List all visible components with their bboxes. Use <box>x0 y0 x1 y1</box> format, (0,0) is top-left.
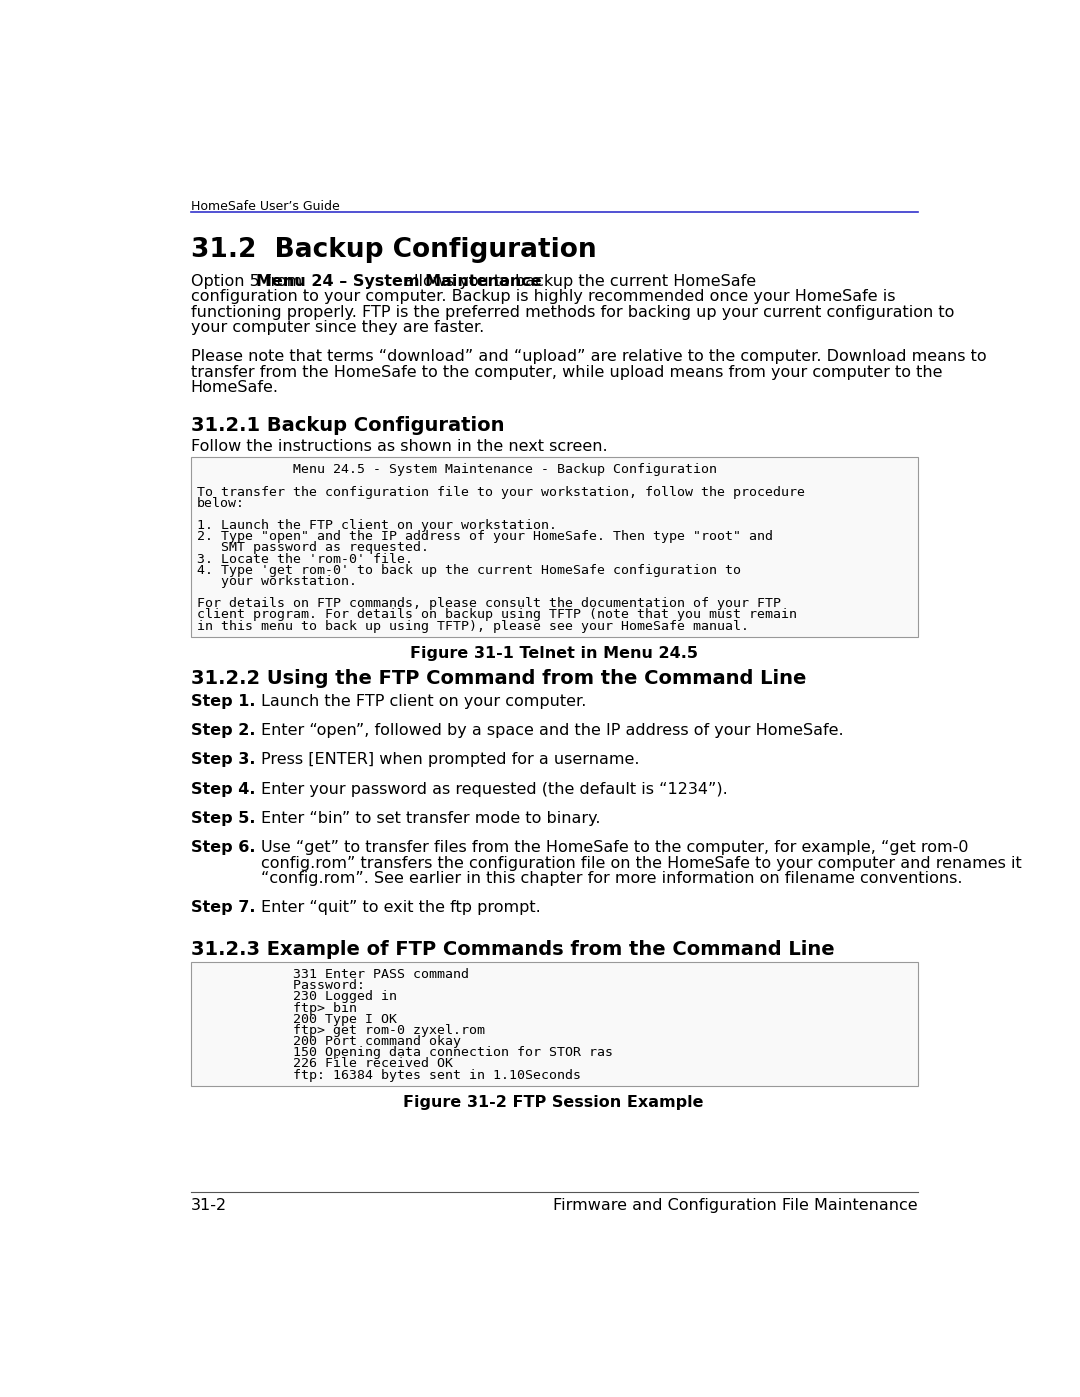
Text: For details on FTP commands, please consult the documentation of your FTP: For details on FTP commands, please cons… <box>197 598 781 610</box>
Text: Step 4.: Step 4. <box>191 782 255 796</box>
Text: 2. Type "open" and the IP address of your HomeSafe. Then type "root" and: 2. Type "open" and the IP address of you… <box>197 531 773 543</box>
Text: ftp> get rom-0 zyxel.rom: ftp> get rom-0 zyxel.rom <box>197 1024 485 1037</box>
Text: functioning properly. FTP is the preferred methods for backing up your current c: functioning properly. FTP is the preferr… <box>191 305 954 320</box>
Text: Press [ENTER] when prompted for a username.: Press [ENTER] when prompted for a userna… <box>260 753 639 767</box>
Text: below:: below: <box>197 497 245 510</box>
Text: 31.2.3 Example of FTP Commands from the Command Line: 31.2.3 Example of FTP Commands from the … <box>191 940 835 960</box>
Text: your workstation.: your workstation. <box>197 576 357 588</box>
Text: ftp: 16384 bytes sent in 1.10Seconds: ftp: 16384 bytes sent in 1.10Seconds <box>197 1069 581 1081</box>
Text: Enter “open”, followed by a space and the IP address of your HomeSafe.: Enter “open”, followed by a space and th… <box>260 724 843 738</box>
Text: 150 Opening data connection for STOR ras: 150 Opening data connection for STOR ras <box>197 1046 613 1059</box>
Text: ftp> bin: ftp> bin <box>197 1002 357 1014</box>
Text: 31-2: 31-2 <box>191 1197 227 1213</box>
Text: Step 1.: Step 1. <box>191 694 255 708</box>
Text: SMT password as requested.: SMT password as requested. <box>197 542 429 555</box>
Text: Follow the instructions as shown in the next screen.: Follow the instructions as shown in the … <box>191 439 607 454</box>
Text: Password:: Password: <box>197 979 365 992</box>
Text: your computer since they are faster.: your computer since they are faster. <box>191 320 484 335</box>
Text: Please note that terms “download” and “upload” are relative to the computer. Dow: Please note that terms “download” and “u… <box>191 349 986 365</box>
Text: To transfer the configuration file to your workstation, follow the procedure: To transfer the configuration file to yo… <box>197 486 805 499</box>
Text: HomeSafe.: HomeSafe. <box>191 380 279 395</box>
Text: Enter “bin” to set transfer mode to binary.: Enter “bin” to set transfer mode to bina… <box>260 812 600 826</box>
Text: Option 5 from: Option 5 from <box>191 274 307 289</box>
Text: Step 6.: Step 6. <box>191 840 255 855</box>
Text: Menu 24.5 - System Maintenance - Backup Configuration: Menu 24.5 - System Maintenance - Backup … <box>197 464 717 476</box>
Text: configuration to your computer. Backup is highly recommended once your HomeSafe : configuration to your computer. Backup i… <box>191 289 895 305</box>
FancyBboxPatch shape <box>191 963 918 1085</box>
Text: HomeSafe User’s Guide: HomeSafe User’s Guide <box>191 200 339 212</box>
FancyBboxPatch shape <box>191 457 918 637</box>
Text: 4. Type 'get rom-0' to back up the current HomeSafe configuration to: 4. Type 'get rom-0' to back up the curre… <box>197 564 741 577</box>
Text: Enter your password as requested (the default is “1234”).: Enter your password as requested (the de… <box>260 782 727 796</box>
Text: Firmware and Configuration File Maintenance: Firmware and Configuration File Maintena… <box>553 1197 918 1213</box>
Text: transfer from the HomeSafe to the computer, while upload means from your compute: transfer from the HomeSafe to the comput… <box>191 365 942 380</box>
Text: Menu 24 – System Maintenance: Menu 24 – System Maintenance <box>256 274 542 289</box>
Text: client program. For details on backup using TFTP (note that you must remain: client program. For details on backup us… <box>197 609 797 622</box>
Text: Launch the FTP client on your computer.: Launch the FTP client on your computer. <box>260 694 586 708</box>
Text: Figure 31-1 Telnet in Menu 24.5: Figure 31-1 Telnet in Menu 24.5 <box>409 647 698 661</box>
Text: “config.rom”. See earlier in this chapter for more information on filename conve: “config.rom”. See earlier in this chapte… <box>260 872 962 886</box>
Text: Use “get” to transfer files from the HomeSafe to the computer, for example, “get: Use “get” to transfer files from the Hom… <box>260 840 968 855</box>
Text: 331 Enter PASS command: 331 Enter PASS command <box>197 968 469 981</box>
Text: 230 Logged in: 230 Logged in <box>197 990 397 1003</box>
Text: Step 2.: Step 2. <box>191 724 255 738</box>
Text: 226 File received OK: 226 File received OK <box>197 1058 453 1070</box>
Text: Step 3.: Step 3. <box>191 753 255 767</box>
Text: Figure 31-2 FTP Session Example: Figure 31-2 FTP Session Example <box>403 1095 704 1111</box>
Text: config.rom” transfers the configuration file on the HomeSafe to your computer an: config.rom” transfers the configuration … <box>260 855 1022 870</box>
Text: 3. Locate the 'rom-0' file.: 3. Locate the 'rom-0' file. <box>197 553 413 566</box>
Text: 200 Type I OK: 200 Type I OK <box>197 1013 397 1025</box>
Text: Enter “quit” to exit the ftp prompt.: Enter “quit” to exit the ftp prompt. <box>260 900 540 915</box>
Text: 31.2.2 Using the FTP Command from the Command Line: 31.2.2 Using the FTP Command from the Co… <box>191 669 806 689</box>
Text: 31.2.1 Backup Configuration: 31.2.1 Backup Configuration <box>191 415 504 434</box>
Text: in this menu to back up using TFTP), please see your HomeSafe manual.: in this menu to back up using TFTP), ple… <box>197 620 750 633</box>
Text: allows you to backup the current HomeSafe: allows you to backup the current HomeSaf… <box>399 274 756 289</box>
Text: Step 5.: Step 5. <box>191 812 255 826</box>
Text: 31.2  Backup Configuration: 31.2 Backup Configuration <box>191 237 596 263</box>
Text: Step 7.: Step 7. <box>191 900 255 915</box>
Text: 1. Launch the FTP client on your workstation.: 1. Launch the FTP client on your worksta… <box>197 520 557 532</box>
Text: 200 Port command okay: 200 Port command okay <box>197 1035 461 1048</box>
